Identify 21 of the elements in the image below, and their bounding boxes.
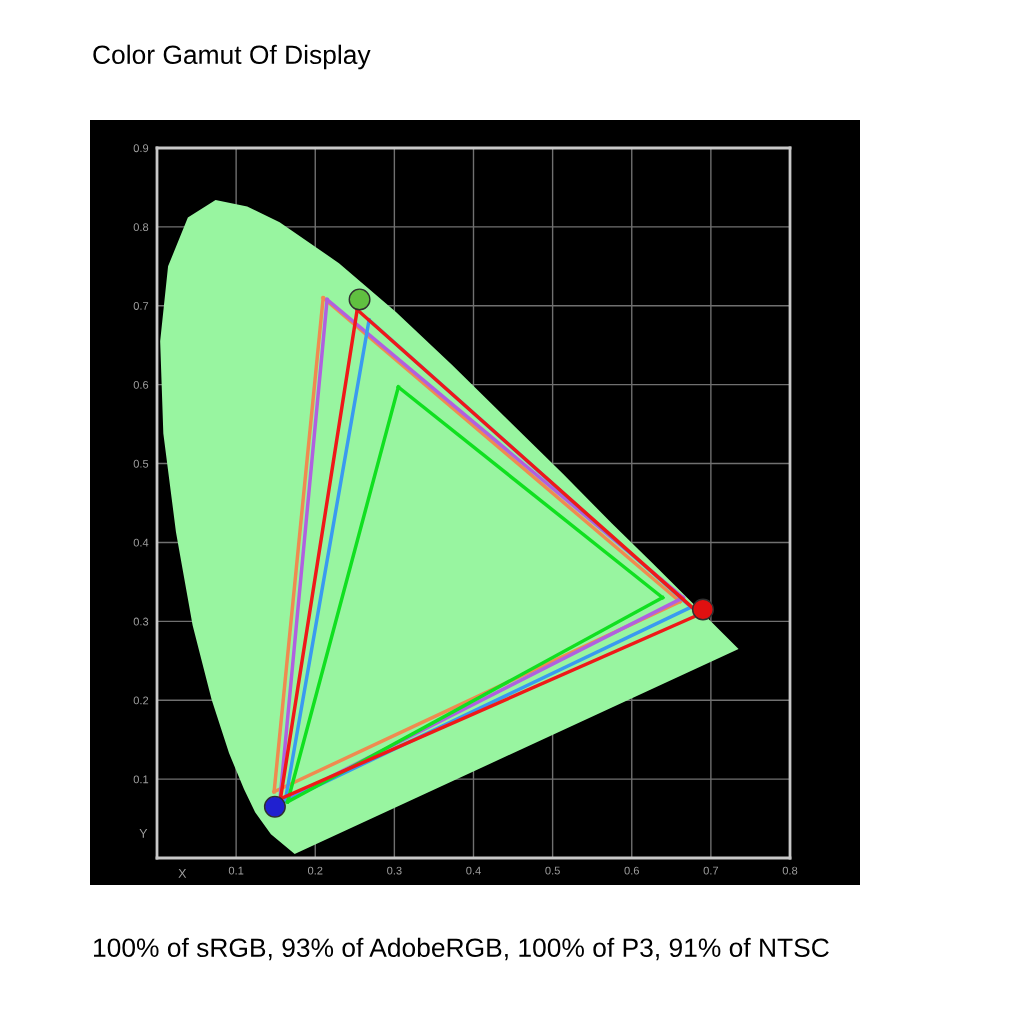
- x-tick-label: 0.4: [466, 866, 481, 875]
- y-tick-label: 0.7: [133, 302, 149, 310]
- y-tick-label: 0.1: [133, 775, 149, 784]
- y-axis-title: Y: [139, 829, 148, 838]
- x-tick-label: 0.6: [624, 866, 639, 875]
- x-tick-label: 0.1: [228, 866, 244, 875]
- x-tick-label: 0.2: [307, 866, 323, 875]
- x-tick-label: 0.5: [545, 866, 560, 875]
- x-axis-title: X: [178, 869, 187, 878]
- y-tick-label: 0.2: [133, 696, 149, 705]
- y-tick-label: 0.6: [133, 380, 149, 389]
- x-tick-label: 0.7: [703, 866, 719, 875]
- y-tick-label: 0.9: [133, 144, 149, 153]
- y-tick-label: 0.3: [133, 617, 149, 626]
- x-tick-label: 0.3: [387, 866, 402, 875]
- x-tick-label: 0.8: [782, 866, 798, 875]
- y-tick-label: 0.8: [133, 223, 149, 232]
- chart-title: Color Gamut Of Display: [93, 44, 371, 70]
- y-tick-label: 0.5: [133, 459, 149, 468]
- y-tick-label: 0.4: [133, 538, 149, 547]
- text: 100% of sRGB, 93% of AdobeRGB, 100% of P3, 91% of NTSC: [94, 937, 829, 961]
